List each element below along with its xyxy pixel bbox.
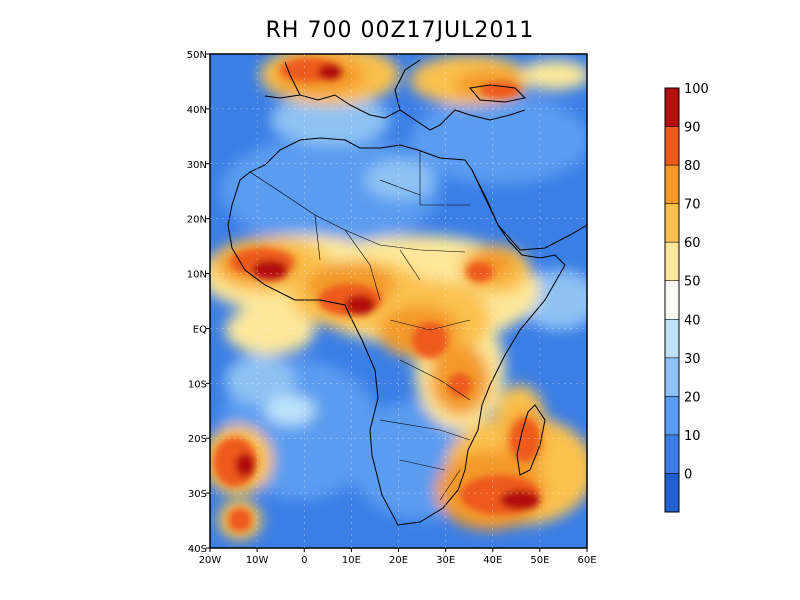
colorbar-label: 70 [684,198,701,213]
lon-tick-label: 20W [199,555,222,566]
colorbar-segment [665,319,679,358]
colorbar-label: 20 [684,390,701,405]
lon-tick-label: 0 [301,555,307,566]
lat-tick-label: EQ [193,324,207,335]
colorbar-segment [665,242,679,281]
colorbar-label: 80 [684,159,701,174]
colorbar-segment [665,126,679,166]
lat-tick-label: 20N [187,215,207,226]
colorbar-segment [665,203,679,243]
lon-tick-label: 50E [530,555,549,566]
colorbar-segment [665,357,679,397]
colorbar-segment [665,396,679,435]
colorbar-label: 30 [684,352,701,367]
map-title: RH 700 00Z17JUL2011 [265,18,535,43]
lat-tick-label: 30S [188,489,207,500]
lat-tick-label: 10S [188,379,207,390]
colorbar-segment [665,165,679,204]
plot-area: 20W 10W 0 10E 20E 30E 40E 50E 60E 50N 40N 30N 20N 10N… [187,50,597,566]
europe-coastline [264,59,526,131]
colorbar-label: 40 [684,313,701,328]
lat-tick-label: 30N [187,160,207,171]
arabia-coastline [471,169,587,251]
colorbar-label: 10 [684,429,701,444]
africa-coastline [227,137,566,526]
colorbar-label: 60 [684,236,701,251]
colorbar-segment [665,473,679,512]
lon-tick-label: 30E [436,555,455,566]
colorbar-segment [665,434,679,474]
colorbar-label: 50 [684,275,701,290]
country-borders [249,150,471,501]
colorbar-segment [665,280,679,320]
colorbar-label: 100 [684,82,709,97]
lon-tick-label: 10E [342,555,361,566]
lat-tick-label: 40N [187,105,207,116]
axis-ticks: 20W 10W 0 10E 20E 30E 40E 50E 60E 50N 40N 30N 20N 10N… [187,50,597,566]
lon-tick-label: 20E [389,555,408,566]
black-sea-coastline [469,84,527,103]
lat-tick-label: 20S [188,434,207,445]
lat-tick-label: 50N [187,50,207,61]
lon-tick-label: 60E [577,555,596,566]
colorbar: 0 10 20 30 40 50 60 70 80 90 100 [664,82,709,513]
lat-tick-label: 40S [188,544,207,555]
colorbar-label: 90 [684,121,701,136]
madagascar-coastline [516,404,546,476]
colorbar-segment [665,88,679,127]
lon-tick-label: 10W [246,555,269,566]
colorbar-label: 0 [684,468,692,483]
lat-tick-label: 10N [187,270,207,281]
lon-tick-label: 40E [483,555,502,566]
